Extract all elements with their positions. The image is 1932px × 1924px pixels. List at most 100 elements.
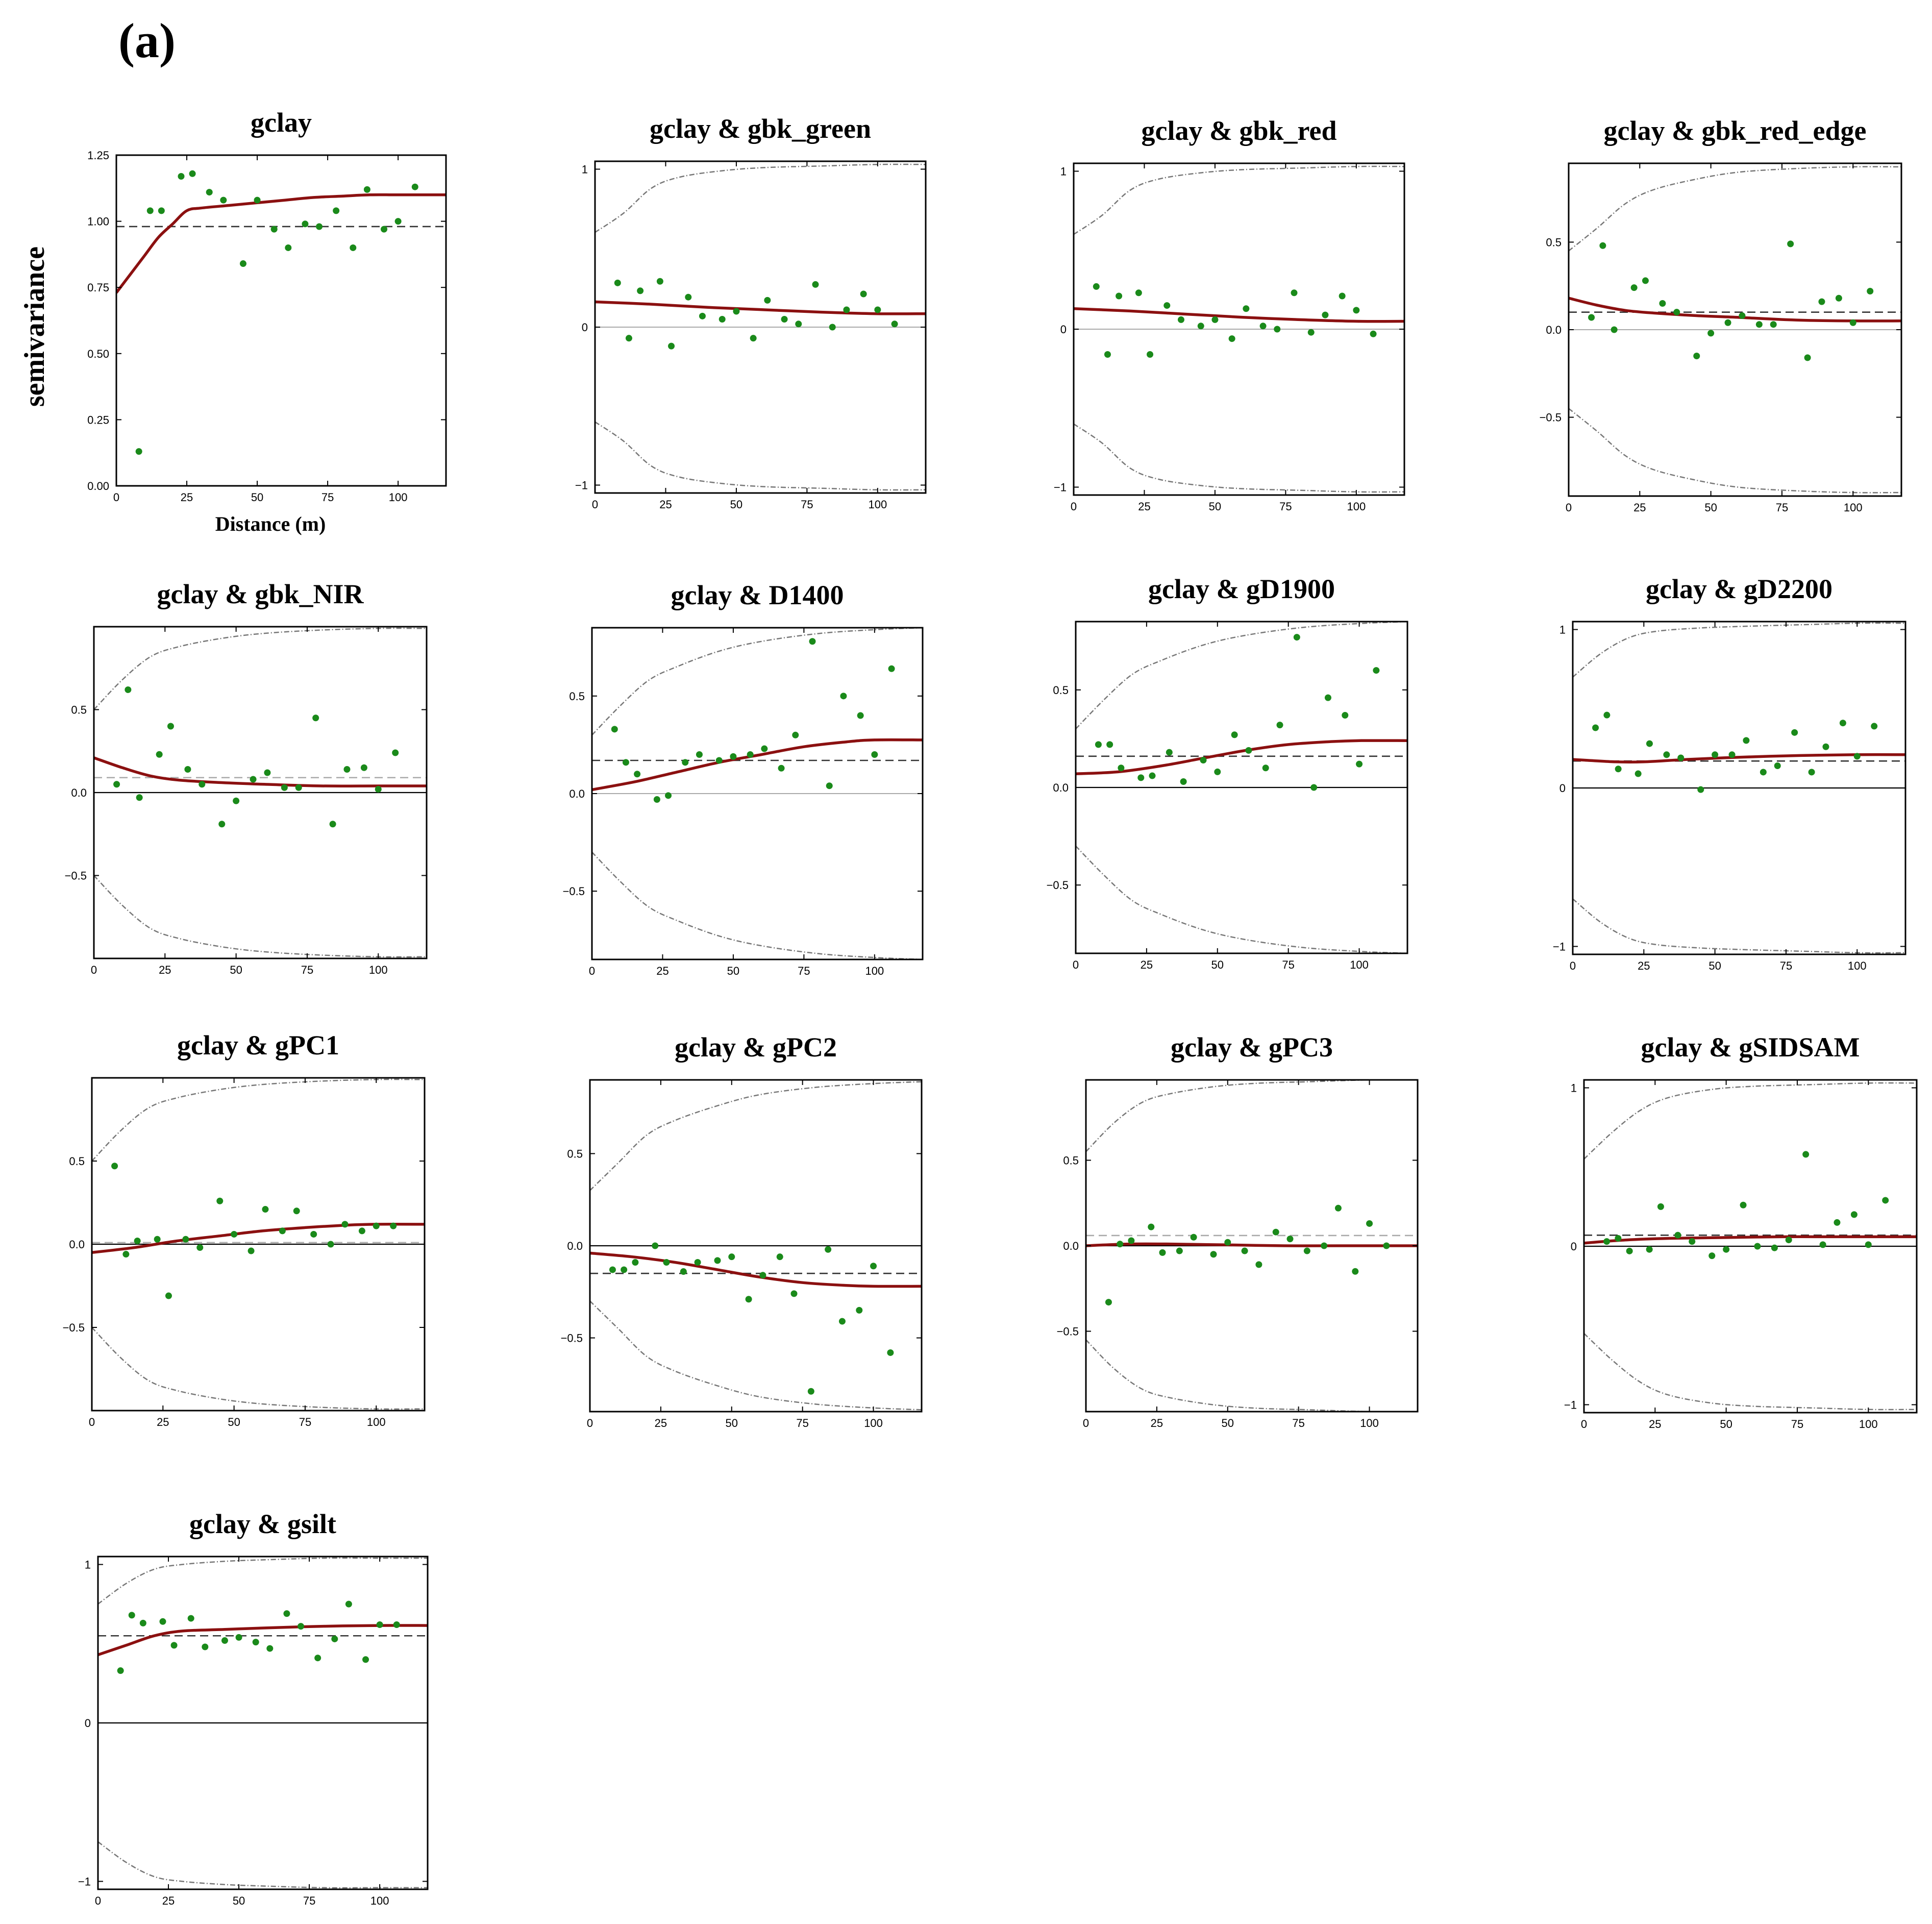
plot-area: [595, 163, 926, 491]
y-tick-label: 0.5: [569, 690, 585, 703]
lower-envelope-line: [595, 421, 926, 491]
data-point: [1802, 1151, 1810, 1158]
x-tick-label: 100: [864, 1417, 883, 1429]
y-tick-label: 1: [1060, 165, 1067, 178]
x-tick-label: 25: [181, 491, 193, 504]
data-point: [1834, 1219, 1841, 1226]
data-point: [1630, 284, 1638, 291]
data-point: [750, 335, 757, 342]
y-tick-label: −1: [575, 479, 588, 492]
x-tick-label: 0: [1083, 1417, 1089, 1429]
x-tick-label: 25: [162, 1894, 175, 1907]
data-point: [829, 324, 836, 331]
data-point: [1159, 1249, 1166, 1256]
lower-envelope-line: [1584, 1333, 1917, 1411]
data-point: [1693, 352, 1700, 359]
data-point: [350, 244, 357, 251]
x-tick-label: 75: [1282, 958, 1294, 971]
plot-area: [1086, 1080, 1418, 1412]
data-point: [376, 1621, 383, 1629]
y-tick-label: 0.50: [87, 348, 109, 360]
data-point: [250, 776, 257, 783]
data-point: [609, 1266, 616, 1273]
panel-10: gclay & gPC2 0 25 50 75 100 −0.5 0.0 0.5: [561, 1032, 923, 1429]
x-tick-label: 75: [796, 1417, 808, 1429]
data-point: [1259, 323, 1267, 330]
panel-title: gclay & gPC2: [675, 1032, 837, 1063]
x-tick-label: 50: [233, 1894, 245, 1907]
data-point: [136, 794, 143, 801]
data-point: [254, 196, 261, 204]
x-tick-label: 75: [1780, 959, 1792, 972]
x-tick-label: 50: [1209, 500, 1221, 513]
lower-envelope-line: [1569, 408, 1901, 494]
panel-title: gclay & gD1900: [1148, 574, 1335, 604]
data-point: [682, 759, 689, 766]
data-point: [187, 1615, 194, 1622]
y-tick-label: −1: [1564, 1398, 1577, 1411]
data-point: [134, 1237, 141, 1244]
x-tick-label: 0: [1570, 959, 1576, 972]
data-point: [345, 1600, 352, 1608]
panel-6: gclay & D1400 0 25 50 75 100 −0.5 0.0 0.5: [563, 580, 924, 977]
data-point: [1642, 277, 1649, 284]
panel-9: gclay & gPC1 0 25 50 75 100 −0.5 0.0 0.5: [63, 1030, 426, 1428]
x-tick-label: 100: [1347, 500, 1366, 513]
lower-envelope-line: [592, 851, 923, 959]
data-point: [390, 1222, 397, 1229]
data-point: [1137, 774, 1145, 781]
data-point: [1674, 1231, 1681, 1239]
data-point: [1197, 323, 1204, 330]
y-tick-label: 0.5: [71, 704, 87, 717]
y-tick-label: −1: [1553, 940, 1566, 953]
lower-envelope-line: [94, 875, 427, 958]
x-tick-label: 75: [1279, 500, 1292, 513]
data-point: [1210, 1251, 1217, 1258]
data-point: [1755, 321, 1763, 328]
plot-area: [1074, 165, 1404, 493]
data-point: [1255, 1261, 1262, 1268]
x-tick-label: 75: [321, 491, 334, 504]
data-point: [1839, 720, 1846, 727]
x-tick-label: 0: [1073, 958, 1079, 971]
data-point: [652, 1242, 659, 1249]
data-point: [1634, 770, 1642, 777]
x-tick-label: 0: [89, 1416, 95, 1428]
data-point: [1214, 768, 1221, 775]
data-point: [1176, 1247, 1183, 1254]
upper-envelope-line: [1086, 1080, 1418, 1152]
data-point: [1787, 240, 1794, 248]
lower-envelope-line: [98, 1841, 428, 1889]
data-point: [381, 226, 388, 233]
panel-title: gclay & gbk_green: [650, 113, 871, 144]
data-point: [1871, 723, 1878, 730]
x-tick-label: 75: [299, 1416, 311, 1428]
data-point: [1180, 778, 1187, 785]
fitted-model-curve: [116, 193, 446, 294]
x-tick-label: 75: [801, 498, 813, 511]
data-point: [233, 797, 240, 804]
data-point: [857, 712, 864, 719]
data-point: [776, 1253, 783, 1261]
data-point: [341, 1221, 349, 1228]
y-tick-label: 0.5: [1063, 1154, 1079, 1167]
data-point: [117, 1667, 124, 1674]
data-point: [625, 335, 632, 342]
data-point: [790, 1290, 798, 1297]
x-tick-label: 50: [726, 1417, 738, 1429]
panel-title: gclay & gSIDSAM: [1641, 1032, 1860, 1063]
data-point: [170, 1642, 178, 1649]
plot-area: [592, 628, 923, 959]
data-point: [281, 784, 288, 791]
data-point: [1615, 1235, 1622, 1242]
data-point: [1245, 747, 1252, 754]
data-point: [759, 1272, 766, 1279]
y-tick-label: 0.5: [69, 1155, 85, 1168]
x-tick-label: 50: [730, 498, 742, 511]
data-point: [184, 766, 191, 773]
data-point: [221, 1637, 228, 1644]
panel-title: gclay & gPC1: [177, 1030, 339, 1060]
data-point: [1293, 634, 1300, 641]
data-point: [310, 1230, 317, 1238]
